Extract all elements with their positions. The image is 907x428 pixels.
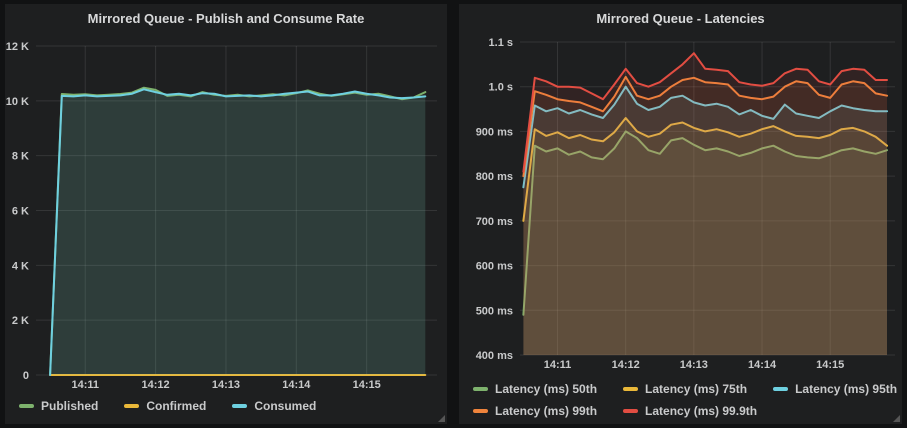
series-line-0 <box>522 130 888 316</box>
y-tick-label: 1.1 s <box>489 37 513 49</box>
panel-resize-handle-icon[interactable] <box>438 415 445 422</box>
y-tick-label: 500 ms <box>476 305 513 317</box>
x-tick-label: 14:11 <box>544 359 572 371</box>
y-tick-label: 4 K <box>12 260 29 272</box>
legend-swatch-icon <box>623 409 639 413</box>
legend-swatch-icon <box>473 387 488 391</box>
publish-consume-legend: Published Confirmed Consumed <box>19 399 443 421</box>
x-tick-label: 14:15 <box>816 359 844 371</box>
publish-consume-chart[interactable]: 0 2 K 4 K 6 K 8 K 10 K 12 K 14:11 14:12 14:13 14:1… <box>5 30 447 396</box>
y-tick-label: 600 ms <box>476 261 513 273</box>
y-tick-label: 700 ms <box>476 216 513 228</box>
y-tick-label: 12 K <box>6 41 29 53</box>
legend-label: Consumed <box>254 399 317 413</box>
legend-item[interactable]: Latency (ms) 95th <box>773 382 897 396</box>
series-line-3 <box>522 75 888 178</box>
series-line-0 <box>49 86 427 376</box>
series-area-3 <box>523 76 887 356</box>
y-tick-label: 8 K <box>12 151 29 163</box>
legend-item[interactable]: Published <box>19 399 98 413</box>
x-tick-label: 14:15 <box>353 379 381 391</box>
legend-swatch-icon <box>19 404 34 408</box>
panel-latencies: Mirrored Queue - Latencies 400 ms 500 ms 6… <box>459 4 902 424</box>
legend-row: Published Confirmed Consumed <box>19 399 443 413</box>
x-tick-label: 14:12 <box>142 379 170 391</box>
series-line-2 <box>49 88 427 376</box>
y-tick-label: 0 <box>23 370 29 382</box>
legend-label: Latency (ms) 50th <box>495 382 598 396</box>
legend-swatch-icon <box>232 404 248 408</box>
y-tick-label: 1.0 s <box>489 82 513 94</box>
legend-swatch-icon <box>473 409 488 413</box>
legend-item[interactable]: Latency (ms) 50th <box>473 382 597 396</box>
y-tick-label: 800 ms <box>476 171 513 183</box>
series-area-1 <box>523 118 887 355</box>
legend-item[interactable]: Confirmed <box>124 399 206 413</box>
x-tick-label: 14:13 <box>212 379 240 391</box>
series-line-4 <box>522 52 888 173</box>
series-area-0 <box>50 87 426 375</box>
legend-label: Published <box>41 399 99 413</box>
series-area-2 <box>50 89 426 376</box>
panel-resize-handle-icon[interactable] <box>893 415 900 422</box>
legend-label: Latency (ms) 99th <box>495 404 598 418</box>
x-tick-label: 14:14 <box>748 359 777 371</box>
y-tick-label: 6 K <box>12 206 29 218</box>
x-tick-label: 14:14 <box>282 379 311 391</box>
legend-label: Latency (ms) 95th <box>795 382 898 396</box>
legend-swatch-icon <box>773 387 789 391</box>
series-line-1 <box>522 117 888 222</box>
panel-publish-consume-rate: Mirrored Queue - Publish and Consume Rat… <box>5 4 447 424</box>
series-area-2 <box>523 86 887 355</box>
legend-label: Latency (ms) 99.9th <box>645 404 758 418</box>
x-tick-label: 14:13 <box>680 359 708 371</box>
legend-item[interactable]: Latency (ms) 75th <box>623 382 747 396</box>
x-tick-label: 14:11 <box>71 379 99 391</box>
latency-chart[interactable]: 400 ms 500 ms 600 ms 700 ms 800 ms 900 ms 1.0 … <box>459 30 902 380</box>
x-tick-label: 14:12 <box>612 359 640 371</box>
legend-item[interactable]: Consumed <box>232 399 316 413</box>
legend-item[interactable]: Latency (ms) 99.9th <box>623 404 757 418</box>
y-tick-label: 900 ms <box>476 126 513 138</box>
y-tick-label: 400 ms <box>476 350 513 362</box>
legend-swatch-icon <box>124 404 140 408</box>
series-area-4 <box>523 53 887 355</box>
series-area-0 <box>523 131 887 355</box>
legend-label: Confirmed <box>146 399 207 413</box>
legend-row: Latency (ms) 99th Latency (ms) 99.9th <box>473 404 898 418</box>
legend-label: Latency (ms) 75th <box>645 382 748 396</box>
series-line-2 <box>522 85 888 189</box>
y-tick-label: 10 K <box>6 96 29 108</box>
legend-row: Latency (ms) 50th Latency (ms) 75th Latenc… <box>473 382 898 396</box>
panel-title[interactable]: Mirrored Queue - Publish and Consume Rat… <box>87 11 365 26</box>
legend-item[interactable]: Latency (ms) 99th <box>473 404 597 418</box>
y-tick-label: 2 K <box>12 315 29 327</box>
legend-swatch-icon <box>623 387 639 391</box>
latency-legend: Latency (ms) 50th Latency (ms) 75th Latenc… <box>473 382 898 426</box>
panel-title[interactable]: Mirrored Queue - Latencies <box>596 11 765 26</box>
